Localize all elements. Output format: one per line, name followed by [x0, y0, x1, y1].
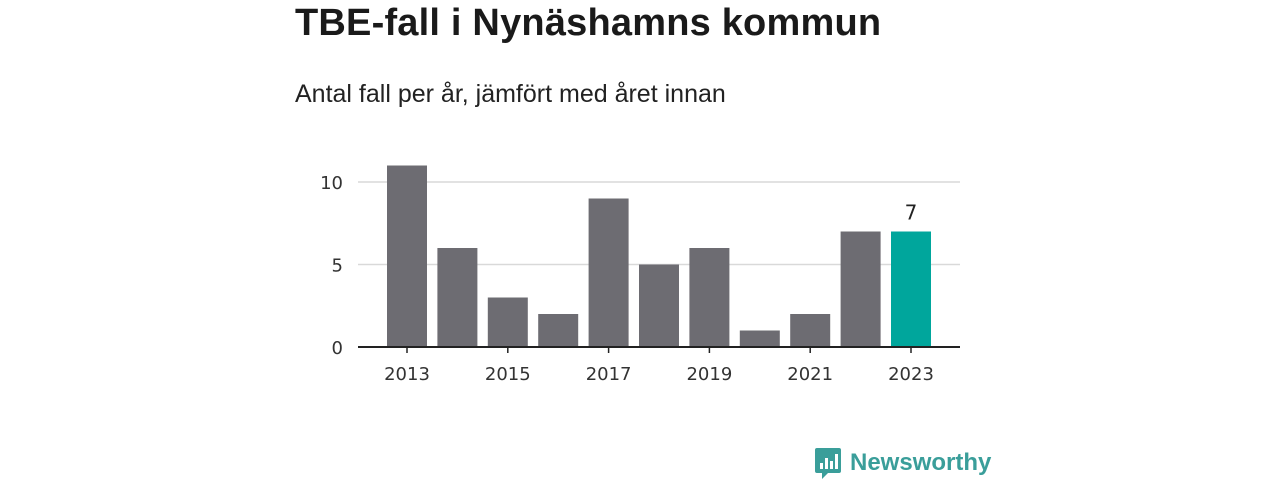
bar	[487, 297, 528, 347]
brand-logo[interactable]: Newsworthy	[814, 446, 991, 480]
x-tick-label: 2013	[384, 364, 430, 385]
bar	[739, 330, 780, 347]
data-label: 7	[905, 201, 918, 225]
bar	[588, 198, 629, 347]
x-tick-label: 2017	[586, 364, 632, 385]
chart-title: TBE-fall i Nynäshamns kommun	[295, 2, 882, 44]
bar	[790, 314, 831, 347]
bar	[437, 248, 478, 347]
newsworthy-logo-icon	[815, 448, 841, 479]
y-tick-label: 5	[332, 256, 343, 277]
x-tick-label: 2019	[686, 364, 732, 385]
x-tick-label: 2021	[787, 364, 833, 385]
x-tick-label: 2015	[485, 364, 531, 385]
y-tick-label: 0	[332, 338, 343, 359]
bar	[840, 231, 881, 347]
chart-subtitle: Antal fall per år, jämfört med året inna…	[295, 80, 726, 108]
x-tick-label: 2023	[888, 364, 934, 385]
bar	[639, 264, 679, 347]
bar-highlight	[891, 231, 931, 347]
bar	[387, 165, 427, 347]
brand-name: Newsworthy	[850, 449, 992, 476]
bar	[538, 314, 579, 347]
bar	[689, 248, 730, 347]
y-tick-label: 10	[320, 173, 343, 194]
